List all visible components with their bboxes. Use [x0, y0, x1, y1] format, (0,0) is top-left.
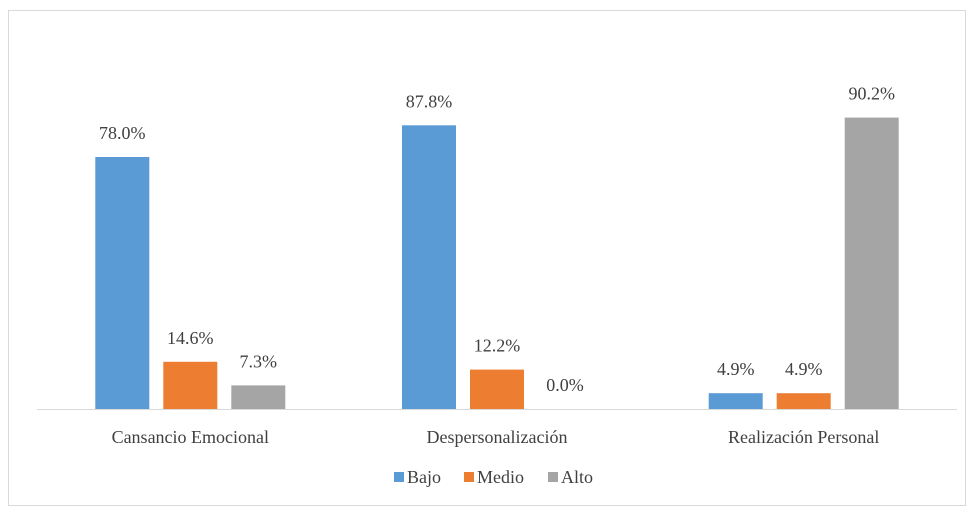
data-label-alto-3: 90.2% — [848, 84, 895, 104]
legend-swatch-bajo — [394, 472, 404, 482]
data-label-bajo-1: 78.0% — [99, 123, 146, 143]
data-label-medio-2: 12.2% — [474, 336, 521, 356]
bar-bajo-3 — [708, 393, 763, 409]
bar-medio-1 — [163, 361, 218, 409]
category-label-3: Realización Personal — [728, 427, 879, 447]
bar-alto-3 — [844, 117, 899, 409]
data-label-alto-1: 7.3% — [240, 351, 278, 371]
data-label-bajo-3: 4.9% — [717, 359, 755, 379]
category-label-2: Despersonalización — [427, 427, 568, 447]
data-label-alto-2: 0.0% — [546, 375, 584, 395]
legend-swatch-alto — [548, 472, 558, 482]
legend: Bajo Medio Alto — [394, 467, 593, 487]
legend-label-medio: Medio — [477, 467, 524, 487]
bar-medio-3 — [776, 393, 831, 409]
legend-label-bajo: Bajo — [407, 467, 441, 487]
bar-bajo-2 — [402, 125, 456, 410]
data-label-medio-3: 4.9% — [785, 359, 823, 379]
legend-label-alto: Alto — [561, 467, 593, 487]
data-labels-group: 78.0% 14.6% 7.3% 87.8% 12.2% 0.0% 4.9% 4.9% 90.2… — [99, 84, 895, 395]
legend-swatch-medio — [464, 472, 474, 482]
category-label-1: Cansancio Emocional — [112, 427, 269, 447]
chart-frame — [8, 10, 966, 506]
bar-alto-1 — [231, 385, 286, 409]
data-label-medio-1: 14.6% — [167, 328, 214, 348]
data-label-bajo-2: 87.8% — [406, 91, 453, 111]
bar-bajo-1 — [95, 157, 150, 409]
bars-group — [95, 117, 899, 410]
bar-medio-2 — [470, 369, 524, 409]
category-labels-group: Cansancio Emocional Despersonalización Rea… — [112, 427, 880, 447]
